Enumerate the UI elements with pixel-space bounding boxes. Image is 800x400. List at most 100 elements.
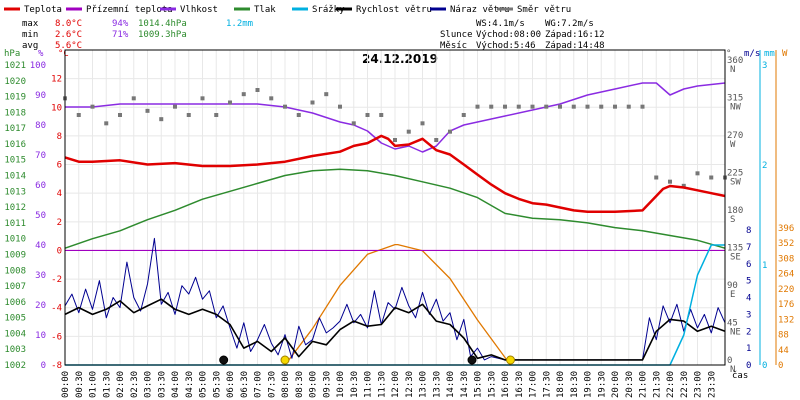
wind-direction-point xyxy=(310,100,315,105)
wind-direction-point xyxy=(365,113,370,117)
wind-direction-point xyxy=(90,104,95,109)
x-tick-label: 20:00 xyxy=(611,371,621,398)
hpa-tick-label: 1014 xyxy=(4,172,26,182)
wind-direction-point xyxy=(530,104,535,109)
hpa-tick-label: 1010 xyxy=(4,235,26,245)
stat-min-label: min xyxy=(22,30,38,40)
hpa-tick-label: 1006 xyxy=(4,298,26,308)
hpa-tick-label: 1009 xyxy=(4,250,26,260)
x-tick-label: 09:00 xyxy=(309,371,319,398)
moon-marker xyxy=(219,355,229,365)
wind-direction-point xyxy=(599,104,604,109)
temp-tick-label: 2 xyxy=(57,218,62,228)
wind-direction-point xyxy=(200,96,205,101)
wind-direction-point xyxy=(379,113,384,117)
w-tick-label: 220 xyxy=(778,285,794,295)
series-line-pressure xyxy=(64,168,726,249)
x-tick-label: 12:00 xyxy=(391,371,401,398)
x-tick-label: 14:00 xyxy=(446,371,456,398)
ms-tick-label: 0 xyxy=(746,361,751,371)
x-tick-label: 02:30 xyxy=(130,371,140,398)
info-sun-label: Slunce xyxy=(440,30,473,40)
wind-direction-point xyxy=(668,179,672,184)
pct-tick-label: 40 xyxy=(35,241,46,251)
dir-tick-label: E xyxy=(730,290,735,300)
stat-max-hum: 94% xyxy=(112,19,129,29)
x-tick-label: 10:00 xyxy=(336,371,346,398)
hpa-tick-label: 1021 xyxy=(4,61,26,71)
wind-direction-point xyxy=(131,96,136,101)
x-tick-label: 19:30 xyxy=(597,371,607,398)
ms-tick-label: 3 xyxy=(746,310,751,320)
axes: 00:00 00:30 01:00 01:30 02:00 02:30 03:00 03:30… xyxy=(4,50,794,398)
x-tick-label: 04:30 xyxy=(185,371,195,398)
hpa-tick-label: 1016 xyxy=(4,140,26,150)
ms-tick-label: 8 xyxy=(746,226,751,236)
info-ws: WS:4.1m/s xyxy=(476,19,525,29)
dir-tick-label: NE xyxy=(730,328,741,338)
x-tick-label: 03:00 xyxy=(144,371,154,398)
legend-label-wind_speed: Rychlost větru xyxy=(356,5,432,15)
wind-direction-point xyxy=(296,113,301,117)
dir-tick-label: W xyxy=(730,140,736,150)
x-tick-label: 21:00 xyxy=(639,371,649,398)
w-tick-label: 132 xyxy=(778,315,794,325)
w-tick-label: 352 xyxy=(778,239,794,249)
x-tick-label: 11:30 xyxy=(377,371,387,398)
hpa-tick-label: 1013 xyxy=(4,187,26,197)
stat-avg-temp: 5.6°C xyxy=(55,41,82,51)
x-tick-label: 08:30 xyxy=(295,371,305,398)
pct-tick-label: 50 xyxy=(35,211,46,221)
w-tick-label: 88 xyxy=(778,331,789,341)
x-tick-label: 08:00 xyxy=(281,371,291,398)
dir-tick-value: 225 xyxy=(727,169,743,179)
wind-direction-point xyxy=(76,113,81,117)
w-tick-label: 0 xyxy=(778,361,783,371)
x-tick-label: 23:00 xyxy=(694,371,704,398)
wind-direction-point xyxy=(228,100,232,105)
ms-tick-label: 1 xyxy=(746,344,751,354)
x-tick-label: 17:30 xyxy=(542,371,552,398)
stat-max-label: max xyxy=(22,19,39,29)
wind-direction-point xyxy=(406,129,411,134)
dir-tick-value: 270 xyxy=(727,131,743,141)
legend-label-pressure: Tlak xyxy=(254,5,276,15)
x-tick-label: 12:30 xyxy=(405,371,415,398)
dir-tick-label: SE xyxy=(730,253,741,263)
w-tick-label: 396 xyxy=(778,224,794,234)
axis-unit-headers: hPa % °C ° m/s mm W xyxy=(4,49,788,59)
wind-direction-point xyxy=(640,104,645,109)
wind-direction-point xyxy=(269,96,274,101)
pct-tick-label: 60 xyxy=(35,181,46,191)
dir-tick-value: 90 xyxy=(727,281,738,291)
ms-tick-label: 4 xyxy=(746,294,751,304)
dir-tick-label: N xyxy=(730,65,735,75)
mm-tick-label: 1 xyxy=(762,261,767,271)
info-moon-label: Měsíc xyxy=(440,41,467,51)
dir-tick-value: 180 xyxy=(727,206,743,216)
x-tick-label: 19:00 xyxy=(584,371,594,398)
temp-tick-label: 12 xyxy=(51,75,62,85)
x-tick-label: 09:30 xyxy=(322,371,332,398)
wind-direction-point xyxy=(516,104,521,109)
x-tick-label: 00:00 xyxy=(61,371,71,398)
wind-direction-point xyxy=(613,104,617,109)
hpa-tick-label: 1008 xyxy=(4,266,26,276)
x-tick-label: 07:00 xyxy=(254,371,264,398)
wind-direction-point xyxy=(351,121,356,126)
x-tick-label: 16:30 xyxy=(515,371,525,398)
mm-unit-label: mm xyxy=(764,49,775,59)
legend-label-precip: Srážky xyxy=(312,5,345,15)
hpa-tick-label: 1018 xyxy=(4,108,26,118)
hpa-tick-label: 1020 xyxy=(4,77,26,87)
x-tick-label: 02:00 xyxy=(116,371,126,398)
wind-direction-point xyxy=(503,104,507,109)
hpa-tick-label: 1002 xyxy=(4,361,26,371)
plot-area xyxy=(63,82,727,366)
wind-direction-point xyxy=(393,138,397,142)
series-line-sun xyxy=(284,243,512,366)
x-tick-label: 06:30 xyxy=(240,371,250,398)
w-unit-label: W xyxy=(782,49,788,59)
x-tick-label: 18:00 xyxy=(556,371,566,398)
